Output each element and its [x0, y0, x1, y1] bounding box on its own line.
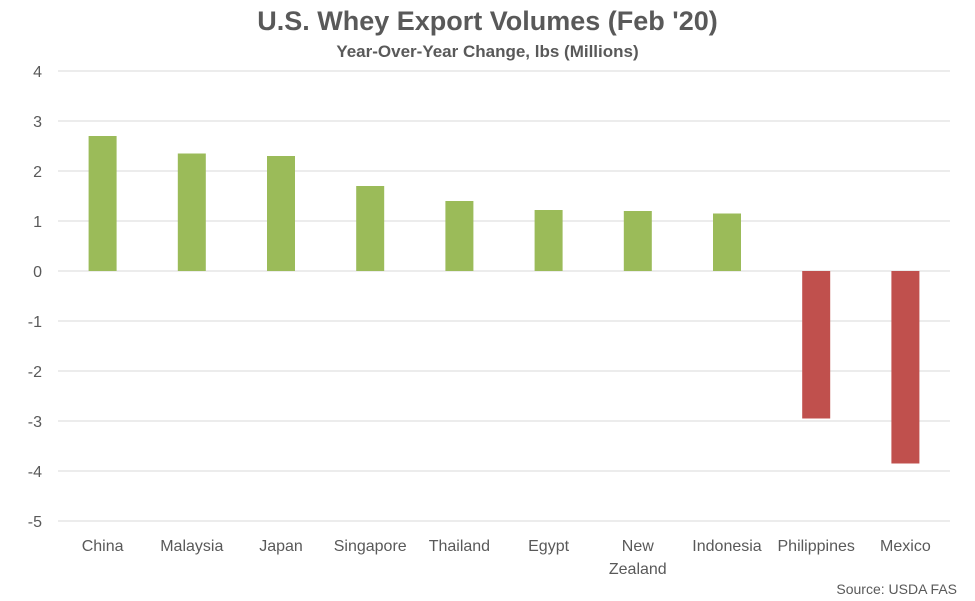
y-tick-label: 3	[33, 114, 42, 131]
x-tick-label: China	[82, 538, 124, 555]
chart-subtitle: Year-Over-Year Change, lbs (Millions)	[336, 42, 639, 61]
chart-title: U.S. Whey Export Volumes (Feb '20)	[257, 6, 718, 36]
source-note: Source: USDA FAS	[836, 581, 957, 597]
x-tick-label: Singapore	[334, 538, 407, 555]
bar-new-zealand	[623, 211, 652, 271]
y-tick-label: -5	[28, 514, 42, 531]
y-axis-ticks: 4 3 2 1 0 -1 -2 -3 -4 -5	[28, 64, 42, 531]
x-tick-label: Malaysia	[160, 538, 223, 555]
y-tick-label: -3	[28, 414, 42, 431]
bar-indonesia	[713, 213, 741, 271]
x-tick-label: Thailand	[429, 538, 490, 555]
bar-japan	[267, 156, 295, 271]
x-tick-label: Indonesia	[692, 538, 761, 555]
y-tick-label: 2	[33, 164, 42, 181]
y-tick-label: -1	[28, 314, 42, 331]
x-tick-label: Egypt	[528, 538, 569, 555]
x-tick-label: Japan	[259, 538, 303, 555]
y-tick-label: 4	[33, 64, 42, 81]
bar-thailand	[445, 201, 474, 271]
y-tick-label: -4	[28, 464, 42, 481]
x-axis-ticks: China Malaysia Japan Singapore Thailand Egypt…	[82, 538, 931, 578]
y-tick-label: 0	[33, 264, 42, 281]
bar-malaysia	[177, 153, 206, 271]
x-tick-label: Mexico	[880, 538, 931, 555]
bars	[88, 136, 920, 464]
y-tick-label: 1	[33, 214, 42, 231]
bar-philippines	[802, 271, 831, 419]
x-tick-label: Philippines	[778, 538, 855, 555]
bar-mexico	[891, 271, 920, 464]
y-tick-label: -2	[28, 364, 42, 381]
bar-egypt	[534, 210, 563, 271]
bar-china	[88, 136, 117, 271]
gridlines	[58, 70, 950, 522]
bar-singapore	[356, 186, 385, 271]
x-tick-label: New Zealand	[609, 538, 667, 578]
